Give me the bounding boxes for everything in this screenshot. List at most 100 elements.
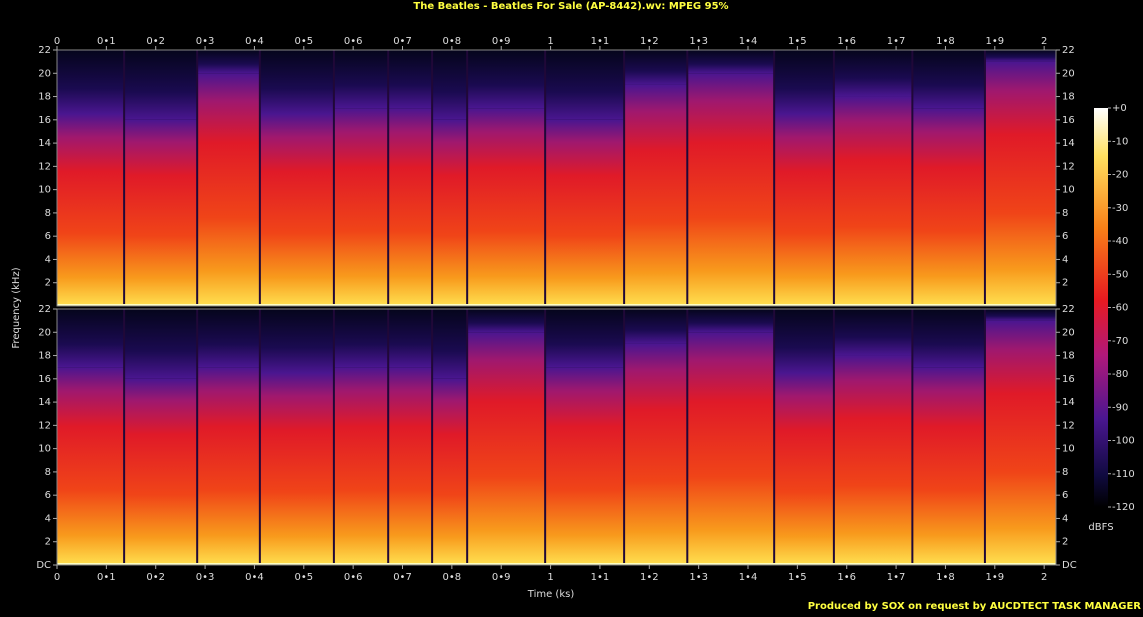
colorbar-tick-label: -10 <box>1112 136 1128 147</box>
air-band <box>984 50 1056 62</box>
air-band <box>687 309 775 333</box>
air-band <box>197 309 260 368</box>
air-band <box>57 50 125 114</box>
panel-frame <box>56 308 1057 566</box>
y-tick-label: 20 <box>38 327 51 338</box>
y-tick-label: 20 <box>38 68 51 79</box>
y-tick-label: 2 <box>45 278 51 289</box>
spectrum-band <box>333 367 389 565</box>
x-tick-label: 0•5 <box>294 572 313 583</box>
x-tick-label: 0•3 <box>196 36 215 47</box>
x-tick-label: 1 <box>547 572 553 583</box>
x-tick-label: 2 <box>1041 572 1047 583</box>
air-band <box>687 50 775 74</box>
colorbar-tick-label: -90 <box>1112 402 1128 413</box>
y-tick-label: 10 <box>1062 444 1075 455</box>
y-tick-label: 22 <box>38 45 51 56</box>
spectrum-band <box>912 367 985 565</box>
spectrum-band <box>624 84 688 306</box>
x-tick-label: 0•2 <box>146 36 165 47</box>
air-band <box>833 50 913 97</box>
y-tick-label: 18 <box>38 351 51 362</box>
spectrum-band <box>774 114 834 306</box>
y-tick-label: 18 <box>38 92 51 103</box>
y-tick-label: 6 <box>45 231 51 242</box>
spectrum-band <box>467 332 546 565</box>
air-band <box>984 309 1056 321</box>
x-tick-label: 1•6 <box>837 572 856 583</box>
air-band <box>259 309 334 373</box>
air-band <box>545 309 625 368</box>
air-band <box>467 50 546 109</box>
spectrum-band <box>687 332 775 565</box>
x-tick-label: 0•6 <box>344 572 363 583</box>
air-band <box>57 309 125 368</box>
y-tick-label: 2 <box>1062 537 1068 548</box>
x-tick-label: 0•5 <box>294 36 313 47</box>
x-tick-label: 0•6 <box>344 36 363 47</box>
colorbar-tick-label: -20 <box>1112 170 1128 181</box>
air-band <box>912 309 985 368</box>
spectrum-band <box>624 343 688 565</box>
spectrum-band <box>57 114 125 306</box>
colorbar-tick-label: -120 <box>1112 502 1135 513</box>
air-band <box>197 50 260 74</box>
air-band <box>624 50 688 85</box>
spectrum-band <box>259 114 334 306</box>
y-tick-label: 22 <box>1062 45 1075 56</box>
spectrum-band <box>912 108 985 306</box>
air-band <box>774 50 834 114</box>
air-band <box>124 50 198 120</box>
y-tick-label: 18 <box>1062 92 1075 103</box>
y-tick-label: 6 <box>1062 231 1068 242</box>
x-tick-label: 0•3 <box>196 572 215 583</box>
air-band <box>432 309 468 379</box>
spectrum-band <box>687 73 775 306</box>
y-tick-label: 12 <box>1062 161 1075 172</box>
x-tick-label: 0•4 <box>245 572 264 583</box>
y-tick-label: 14 <box>38 397 51 408</box>
spectrum-band <box>197 73 260 306</box>
y-tick-label: 20 <box>1062 327 1075 338</box>
x-tick-label: 1•7 <box>887 36 906 47</box>
x-tick-label: 0•7 <box>393 36 412 47</box>
spectrum-band <box>259 373 334 565</box>
footer: Produced by SOX on request by AUCDTECT T… <box>808 601 1142 612</box>
y-tick-label: 6 <box>1062 490 1068 501</box>
y-axis-label: Frequency (kHz) <box>11 267 22 348</box>
x-tick-label: 0•4 <box>245 36 264 47</box>
spectrum-band <box>833 96 913 306</box>
air-band <box>774 309 834 373</box>
air-band <box>333 50 389 109</box>
y-tick-label: 14 <box>1062 138 1075 149</box>
spectrum-band <box>774 373 834 565</box>
x-tick-label: 2 <box>1041 36 1047 47</box>
x-tick-label: 1•4 <box>739 572 758 583</box>
spectrum-band <box>197 367 260 565</box>
spectrum-band <box>984 320 1056 565</box>
colorbar <box>1094 108 1108 507</box>
x-tick-label: 1•2 <box>640 36 659 47</box>
y-tick-label: 2 <box>1062 278 1068 289</box>
x-tick-label: 1•6 <box>837 36 856 47</box>
y-tick-label: 12 <box>38 161 51 172</box>
air-band <box>388 309 433 368</box>
y-tick-label: 12 <box>1062 420 1075 431</box>
spectrum-band <box>57 367 125 565</box>
panel-frame <box>56 49 1057 307</box>
air-band <box>833 309 913 356</box>
air-band <box>467 309 546 333</box>
y-tick-label: 8 <box>45 208 51 219</box>
y-tick-label: 22 <box>38 304 51 315</box>
air-band <box>388 50 433 109</box>
spectrum-band <box>388 108 433 306</box>
y-tick-label: 4 <box>1062 254 1068 265</box>
spectrum-band <box>545 367 625 565</box>
x-axis-label: Time (ks) <box>527 589 575 600</box>
x-tick-label: 0•9 <box>492 36 511 47</box>
y-tick-label: 2 <box>45 537 51 548</box>
y-tick-label: 8 <box>1062 208 1068 219</box>
y-tick-label: 16 <box>1062 115 1075 126</box>
y-tick-label: 10 <box>38 444 51 455</box>
